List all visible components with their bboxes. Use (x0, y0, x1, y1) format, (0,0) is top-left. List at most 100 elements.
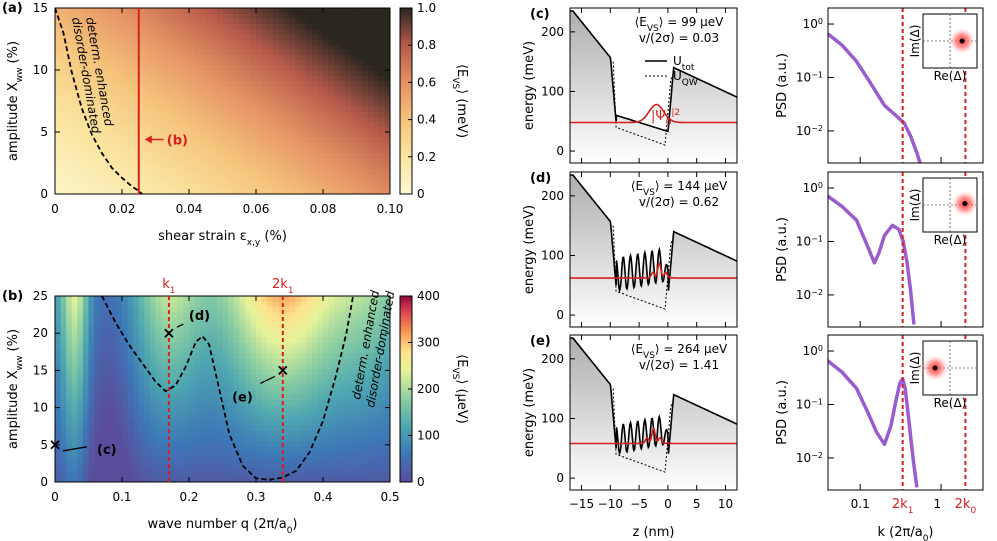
wavefunction-c (570, 103, 737, 124)
ytick-label-a: 10 (33, 63, 48, 77)
y-axis-label-psd_c: PSD (a.u.) (775, 53, 790, 118)
ytick-label-b: 15 (33, 363, 48, 377)
vline-label-k1: k1 (162, 277, 175, 296)
xtick-label-2k0: 2k0 (955, 497, 977, 516)
inset-dot-psd_d (962, 201, 968, 207)
colorbar-tick-label-b: 300 (417, 336, 440, 350)
colorbar-a (399, 7, 413, 195)
vline-label-2k1: 2k1 (272, 277, 294, 296)
regime-boundary-a (55, 8, 143, 194)
legend-label-tot: Utot (673, 54, 695, 73)
psd-curve-psd_d (828, 194, 916, 325)
ytick-label-b: 25 (33, 289, 48, 303)
inset-re-label-psd_d: Re(Δ) (934, 233, 967, 247)
x-axis-label-e: z (nm) (632, 525, 674, 540)
axes-frame-psd_c (827, 7, 984, 164)
y-axis-label-c: energy (meV) (522, 41, 537, 130)
ytick-label-b: 5 (40, 438, 48, 452)
xtick-label-a: 0.02 (109, 202, 136, 216)
marker-(e) (278, 365, 288, 376)
inset-im-label-psd_e: Im(Δ) (908, 352, 922, 385)
xtick-label-e: 10 (718, 497, 733, 511)
ev-value-e: ⟨EVS⟩ = 264 μeV (631, 342, 728, 361)
ytick-label-b: 20 (33, 326, 48, 340)
ratio-c: v/(2σ) = 0.03 (639, 31, 719, 45)
potential-fill-d (570, 175, 737, 327)
ytick-label-c: 100 (541, 84, 564, 98)
panel-label-e: (e) (530, 334, 551, 349)
marker-label-(e): (e) (232, 390, 253, 405)
ev-value-d: ⟨EVS⟩ = 144 μeV (631, 179, 728, 198)
potential-tot-d (570, 174, 737, 293)
colorbar-tick-label-b: 400 (417, 289, 440, 303)
axes-frame-b (54, 295, 391, 483)
potential-qw-d (612, 225, 675, 310)
xtick-label-b: 0.1 (112, 490, 131, 504)
potential-qw-c (612, 61, 675, 146)
axes-frame-c (569, 7, 738, 164)
colorbar-tick-label-a: 0.6 (417, 75, 436, 89)
ratio-d: v/(2σ) = 0.62 (639, 195, 719, 209)
ytick-label-psd_d: 10−1 (796, 234, 823, 249)
psd-curve-psd_c (828, 32, 922, 163)
axes-frame-a (54, 7, 391, 195)
xtick-label-b: 0.5 (380, 490, 399, 504)
potential-tot-c (570, 10, 737, 133)
psi-label: |Ψ0|2 (651, 108, 680, 128)
y-axis-label-e: energy (meV) (522, 368, 537, 457)
ytick-label-psd_e: 10−1 (796, 397, 823, 412)
ytick-label-d: 200 (541, 189, 564, 203)
wavefunction-d (570, 261, 737, 279)
colorbar-tick-label-b: 200 (417, 382, 440, 396)
ratio-e: v/(2σ) = 1.41 (639, 358, 719, 372)
y-axis-label-b: amplitude Xww (%) (6, 329, 25, 449)
ev-value-c: ⟨EVS⟩ = 99 μeV (635, 15, 725, 34)
colorbar-tick-label-a: 0.4 (417, 113, 436, 127)
ytick-label-e: 100 (541, 411, 564, 425)
colorbar-tick-label-b: 100 (417, 429, 440, 443)
inset-dot-psd_e (932, 365, 938, 371)
wavefunction-e (570, 427, 737, 445)
ytick-label-psd_d: 10−2 (796, 287, 823, 302)
heatmap-field-a (55, 8, 390, 194)
potential-qw-e (612, 388, 675, 473)
colorbar-tick-label-a: 0 (417, 187, 425, 201)
ytick-label-psd_c: 10−1 (796, 70, 823, 85)
xtick-label-psd_e: 0.1 (851, 497, 870, 511)
ytick-label-d: 100 (541, 248, 564, 262)
ytick-label-a: 15 (33, 1, 48, 15)
marker-arrow-(d) (176, 323, 184, 328)
ytick-label-psd_c: 100 (803, 17, 823, 32)
strain-line-label: (b) (167, 133, 188, 148)
psd-curve-psd_e (828, 359, 919, 488)
xtick-label-b: 0.4 (313, 490, 332, 504)
legend-label-QW: UQW (673, 69, 698, 88)
xtick-label-b: 0 (51, 490, 59, 504)
y-axis-label-a: amplitude Xww (%) (6, 41, 25, 161)
y-axis-label-d: energy (meV) (522, 205, 537, 294)
xtick-label-2k1: 2k1 (892, 497, 914, 516)
ytick-label-psd_e: 100 (803, 344, 823, 359)
ytick-label-e: 0 (556, 471, 564, 485)
xtick-label-e: 0 (664, 497, 672, 511)
x-axis-label-psd_e: k (2π/a0) (878, 525, 934, 541)
inset-re-label-psd_e: Re(Δ) (934, 396, 967, 410)
potential-fill-c (570, 11, 737, 163)
colorbar-tick-label-a: 1.0 (417, 1, 436, 15)
axes-frame-psd_e (827, 334, 984, 491)
ytick-label-c: 0 (556, 144, 564, 158)
marker-arrow-(e) (260, 375, 276, 384)
ytick-label-c: 200 (541, 25, 564, 39)
panel-label-a: (a) (2, 1, 23, 16)
ytick-label-a: 0 (40, 187, 48, 201)
colorbar-tick-label-a: 0.8 (417, 38, 436, 52)
marker-(d) (164, 328, 174, 338)
inset-re-label-psd_c: Re(Δ) (934, 69, 967, 83)
axes-frame-e (569, 334, 738, 491)
ytick-label-b: 0 (40, 475, 48, 489)
marker-arrow-(c) (62, 446, 88, 452)
inset-im-label-psd_d: Im(Δ) (908, 189, 922, 222)
axes-frame-psd_d (827, 171, 984, 328)
y-axis-label-psd_d: PSD (a.u.) (775, 217, 790, 282)
